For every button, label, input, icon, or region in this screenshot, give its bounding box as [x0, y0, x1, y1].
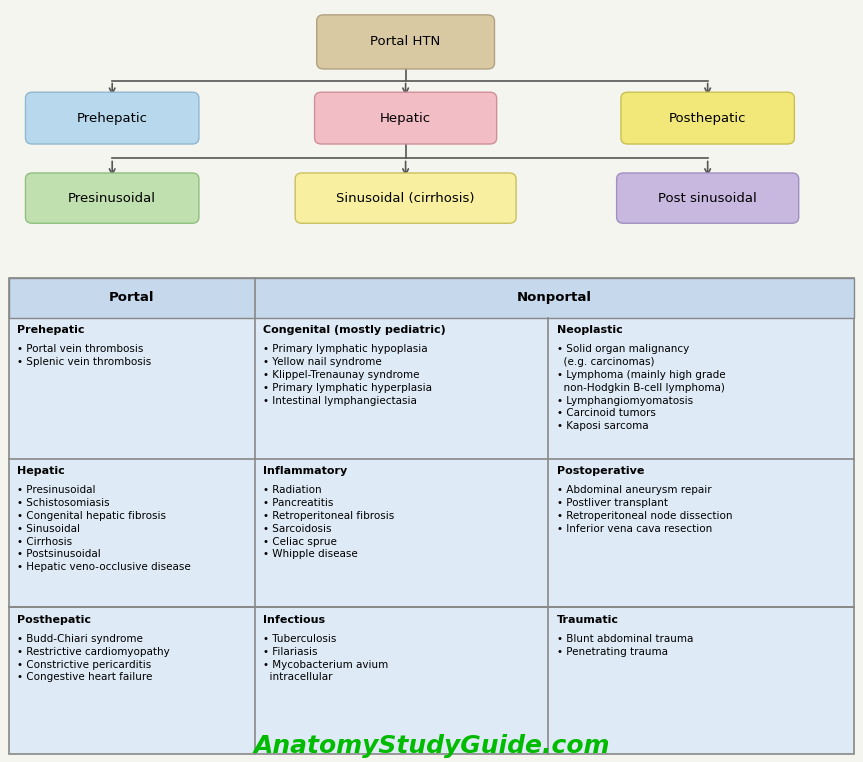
- FancyBboxPatch shape: [26, 173, 198, 223]
- FancyBboxPatch shape: [295, 173, 516, 223]
- Text: • Budd-Chiari syndrome
• Restrictive cardiomyopathy
• Constrictive pericarditis
: • Budd-Chiari syndrome • Restrictive car…: [17, 634, 170, 683]
- Text: • Primary lymphatic hypoplasia
• Yellow nail syndrome
• Klippel-Trenaunay syndro: • Primary lymphatic hypoplasia • Yellow …: [263, 344, 432, 405]
- Text: Sinusoidal (cirrhosis): Sinusoidal (cirrhosis): [337, 191, 475, 205]
- Text: • Portal vein thrombosis
• Splenic vein thrombosis: • Portal vein thrombosis • Splenic vein …: [17, 344, 152, 367]
- Text: Portal: Portal: [109, 291, 154, 305]
- Text: • Abdominal aneurysm repair
• Postliver transplant
• Retroperitoneal node dissec: • Abdominal aneurysm repair • Postliver …: [557, 485, 732, 534]
- Text: • Tuberculosis
• Filariasis
• Mycobacterium avium
  intracellular: • Tuberculosis • Filariasis • Mycobacter…: [263, 634, 388, 683]
- Text: AnatomyStudyGuide.com: AnatomyStudyGuide.com: [253, 735, 610, 758]
- Text: • Blunt abdominal trauma
• Penetrating trauma: • Blunt abdominal trauma • Penetrating t…: [557, 634, 693, 657]
- Text: Prehepatic: Prehepatic: [77, 111, 148, 125]
- Text: • Solid organ malignancy
  (e.g. carcinomas)
• Lymphoma (mainly high grade
  non: • Solid organ malignancy (e.g. carcinoma…: [557, 344, 725, 431]
- FancyBboxPatch shape: [616, 173, 799, 223]
- Text: • Presinusoidal
• Schistosomiasis
• Congenital hepatic fibrosis
• Sinusoidal
• C: • Presinusoidal • Schistosomiasis • Cong…: [17, 485, 191, 572]
- Text: Portal HTN: Portal HTN: [370, 35, 441, 49]
- Text: Congenital (mostly pediatric): Congenital (mostly pediatric): [263, 325, 446, 335]
- Text: Nonportal: Nonportal: [517, 291, 592, 305]
- Text: Infectious: Infectious: [263, 615, 325, 625]
- FancyBboxPatch shape: [620, 92, 794, 144]
- FancyBboxPatch shape: [9, 278, 854, 754]
- Text: Postoperative: Postoperative: [557, 466, 644, 476]
- Text: Post sinusoidal: Post sinusoidal: [658, 191, 757, 205]
- FancyBboxPatch shape: [26, 92, 198, 144]
- Text: Inflammatory: Inflammatory: [263, 466, 348, 476]
- Text: Prehepatic: Prehepatic: [17, 325, 85, 335]
- Text: Traumatic: Traumatic: [557, 615, 619, 625]
- Text: Posthepatic: Posthepatic: [669, 111, 746, 125]
- FancyBboxPatch shape: [9, 278, 854, 318]
- Text: Neoplastic: Neoplastic: [557, 325, 622, 335]
- Text: Hepatic: Hepatic: [17, 466, 65, 476]
- Text: Posthepatic: Posthepatic: [17, 615, 91, 625]
- Text: • Radiation
• Pancreatitis
• Retroperitoneal fibrosis
• Sarcoidosis
• Celiac spr: • Radiation • Pancreatitis • Retroperito…: [263, 485, 394, 559]
- FancyBboxPatch shape: [314, 92, 496, 144]
- FancyBboxPatch shape: [317, 15, 494, 69]
- Text: Presinusoidal: Presinusoidal: [68, 191, 156, 205]
- Text: Hepatic: Hepatic: [380, 111, 432, 125]
